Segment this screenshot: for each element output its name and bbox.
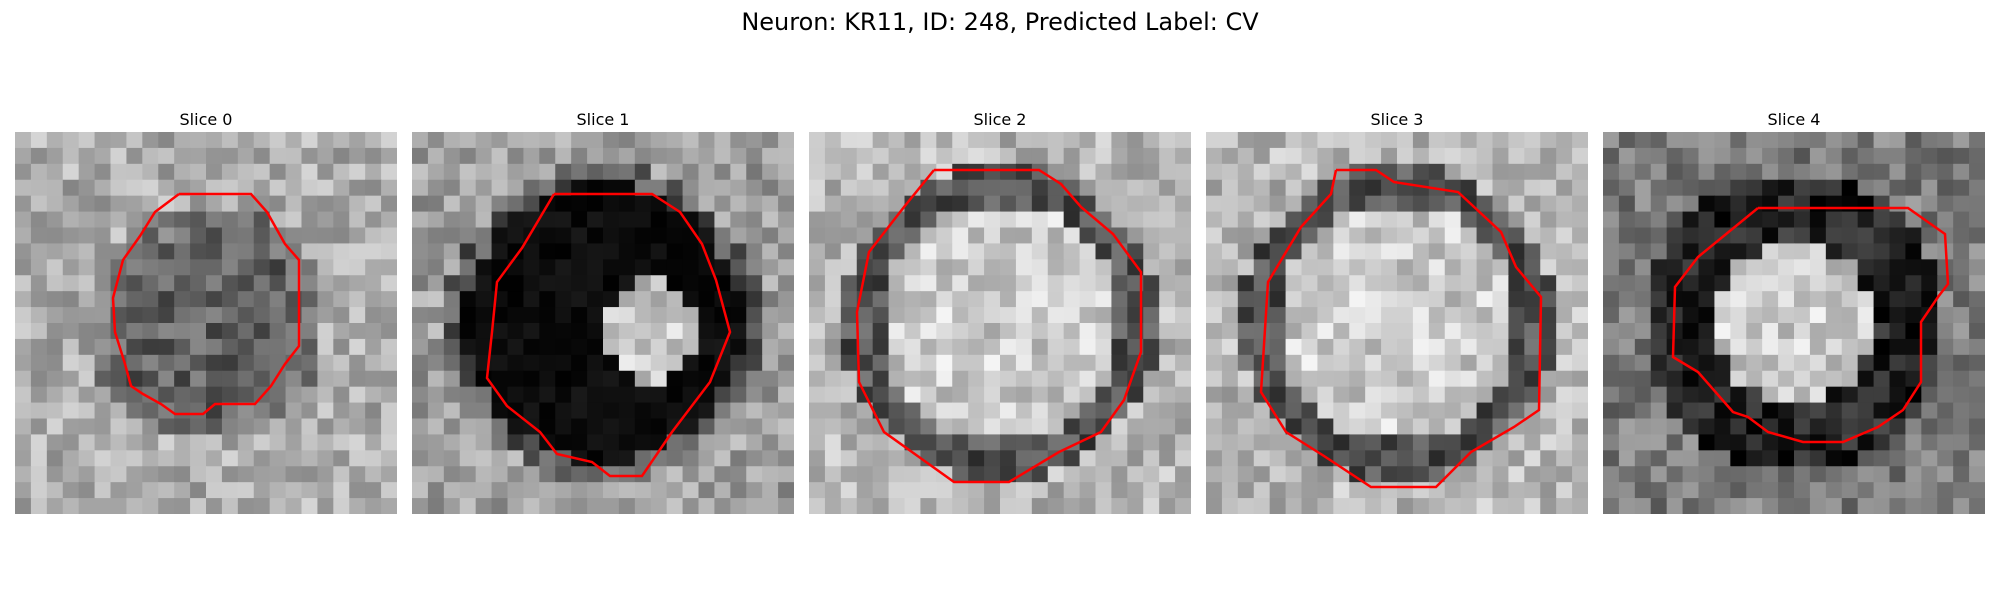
slice-image-0 — [15, 132, 397, 514]
segmentation-outline-4 — [1671, 206, 1950, 444]
slice-title-3: Slice 3 — [1370, 110, 1424, 129]
slice-title-2: Slice 2 — [973, 110, 1027, 129]
segmentation-outline-0 — [111, 192, 301, 416]
slice-title-1: Slice 1 — [576, 110, 630, 129]
slice-image-1 — [412, 132, 794, 514]
slice-panel-0: Slice 0 — [15, 108, 397, 514]
slice-panel-2: Slice 2 — [809, 108, 1191, 514]
segmentation-outline-1 — [485, 192, 732, 478]
slice-title-0: Slice 0 — [179, 110, 233, 129]
segmentation-outline-2 — [855, 168, 1143, 484]
slice-panel-3: Slice 3 — [1206, 108, 1588, 514]
slice-panel-1: Slice 1 — [412, 108, 794, 514]
slice-panel-4: Slice 4 — [1603, 108, 1985, 514]
figure-title: Neuron: KR11, ID: 248, Predicted Label: … — [741, 8, 1259, 36]
slice-image-4 — [1603, 132, 1985, 514]
slice-image-3 — [1206, 132, 1588, 514]
slice-image-2 — [809, 132, 1191, 514]
segmentation-outline-3 — [1259, 168, 1543, 489]
slice-title-4: Slice 4 — [1767, 110, 1821, 129]
